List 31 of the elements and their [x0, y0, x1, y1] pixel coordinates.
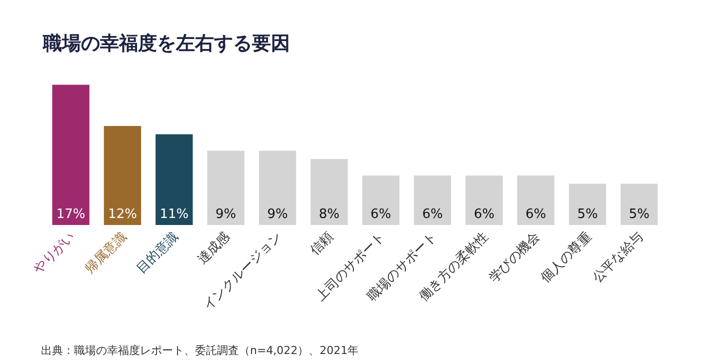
x-tick-label: 目的意識 [134, 229, 182, 277]
x-tick-label: やりがい [30, 229, 78, 277]
data-label: 6% [370, 207, 392, 222]
data-label: 5% [628, 207, 650, 222]
source-note: 出典：職場の幸福度レポート、委託調査（n=4,022）、2021年 [41, 344, 359, 357]
bar [52, 84, 90, 225]
bar [466, 176, 503, 225]
data-label: 8% [318, 207, 340, 222]
data-label: 6% [422, 207, 443, 222]
chart-title: 職場の幸福度を左右する要因 [42, 32, 290, 54]
bar [517, 176, 554, 225]
data-label: 9% [267, 207, 288, 222]
data-label: 17% [56, 207, 86, 222]
x-tick-label: 帰属意識 [82, 229, 130, 277]
data-label: 5% [577, 207, 598, 222]
bar [156, 134, 193, 225]
bar [310, 159, 348, 225]
bar [207, 150, 244, 225]
data-label: 11% [160, 207, 189, 222]
x-tick-label: 信頼 [308, 229, 337, 258]
bar [620, 184, 658, 225]
data-label: 6% [526, 207, 546, 222]
data-label: 9% [216, 207, 236, 222]
x-tick-label: 達成感 [195, 229, 234, 268]
bar [362, 176, 400, 225]
bar [258, 150, 296, 225]
data-label: 6% [474, 207, 494, 222]
bar [414, 176, 452, 225]
bar [104, 126, 142, 225]
data-label: 12% [108, 207, 137, 222]
bar [568, 184, 606, 225]
